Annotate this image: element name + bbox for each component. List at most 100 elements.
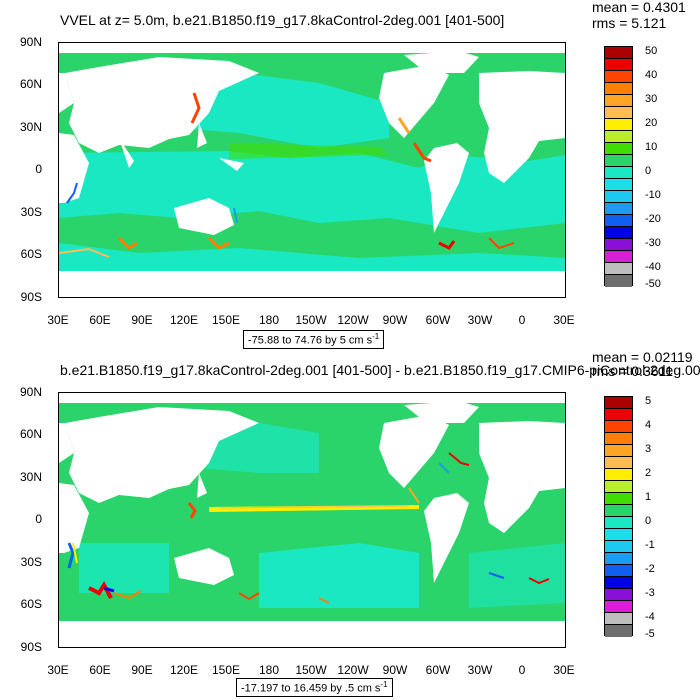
panel-title: VVEL at z= 5.0m, b.e21.B1850.f19_g17.8ka… — [60, 12, 505, 28]
lon-label: 90W — [382, 663, 408, 677]
lat-label: 90S — [20, 290, 42, 304]
range-unit-exponent: -1 — [380, 680, 388, 689]
lon-label: 90E — [131, 663, 153, 677]
range-text: -75.88 to 74.76 by 5 cm s — [248, 334, 373, 347]
mean-stat: mean = 0.4301 — [592, 0, 686, 15]
colorbar — [604, 396, 633, 637]
lat-label: 60N — [19, 427, 42, 441]
lon-label: 150W — [295, 663, 327, 677]
lon-label: 120W — [337, 313, 369, 327]
lon-label: 60W — [425, 313, 451, 327]
lon-label: 30E — [47, 663, 69, 677]
colorbar-label: 40 — [645, 69, 658, 81]
colorbar-swatch — [605, 445, 632, 457]
bottom-panel: b.e21.B1850.f19_g17.8kaControl-2deg.001 … — [0, 349, 700, 700]
difference-map — [58, 392, 566, 648]
lat-label: 60S — [20, 597, 42, 611]
colorbar-swatch — [605, 577, 632, 589]
lon-label: 150W — [295, 313, 327, 327]
colorbar-swatch — [605, 167, 632, 179]
colorbar-swatch — [605, 275, 632, 287]
lon-label: 30W — [467, 663, 493, 677]
range-label: -17.197 to 16.459 by .5 cm s-1 — [236, 678, 393, 697]
colorbar-swatch — [605, 565, 632, 577]
lon-label: 90W — [382, 313, 408, 327]
colorbar-swatch — [605, 251, 632, 263]
colorbar-swatch — [605, 203, 632, 215]
lon-label: 30E — [47, 313, 69, 327]
lon-label: 180 — [258, 313, 280, 327]
colorbar-swatch — [605, 517, 632, 529]
lon-label: 120E — [169, 663, 199, 677]
lat-label: 60N — [19, 77, 42, 91]
colorbar-label: 30 — [645, 93, 658, 105]
velocity-map — [58, 42, 566, 298]
colorbar-label: -3 — [645, 587, 655, 599]
lat-label: 30S — [20, 555, 42, 569]
colorbar-label: 10 — [645, 141, 658, 153]
colorbar-swatch — [605, 613, 632, 625]
lon-label: 150E — [211, 663, 241, 677]
lon-label: 60E — [89, 663, 111, 677]
colorbar-swatch — [605, 433, 632, 445]
colorbar-swatch — [605, 143, 632, 155]
colorbar-label: -4 — [645, 611, 655, 623]
lon-label: 60E — [89, 313, 111, 327]
colorbar-swatch — [605, 215, 632, 227]
colorbar-swatch — [605, 107, 632, 119]
colorbar-swatch — [605, 589, 632, 601]
colorbar-label: -5 — [645, 628, 655, 640]
colorbar-label: -10 — [645, 189, 661, 201]
colorbar-label: 1 — [645, 491, 652, 503]
range-label: -75.88 to 74.76 by 5 cm s-1 — [243, 330, 385, 349]
colorbar-label: -1 — [645, 539, 655, 551]
lon-label: 0 — [518, 313, 526, 327]
colorbar-swatch — [605, 457, 632, 469]
map-canvas — [59, 43, 565, 297]
colorbar-label: 0 — [645, 515, 652, 527]
colorbar-swatch — [605, 541, 632, 553]
colorbar-label: -50 — [645, 278, 661, 290]
lon-label: 120W — [337, 663, 369, 677]
lon-label: 120E — [169, 313, 199, 327]
lat-label: 90N — [19, 35, 42, 49]
colorbar-swatch — [605, 131, 632, 143]
colorbar-swatch — [605, 409, 632, 421]
colorbar-swatch — [605, 397, 632, 409]
colorbar-label: 20 — [645, 117, 658, 129]
colorbar-swatch — [605, 481, 632, 493]
colorbar-swatch — [605, 47, 632, 59]
colorbar-label: -40 — [645, 261, 661, 273]
colorbar-swatch — [605, 119, 632, 131]
lon-label: 30E — [553, 313, 575, 327]
colorbar-swatch — [605, 601, 632, 613]
lon-label: 60W — [425, 663, 451, 677]
lat-label: 0 — [35, 162, 42, 176]
colorbar-label: -20 — [645, 213, 661, 225]
colorbar-swatch — [605, 191, 632, 203]
colorbar-swatch — [605, 95, 632, 107]
colorbar-swatch — [605, 155, 632, 167]
top-panel: VVEL at z= 5.0m, b.e21.B1850.f19_g17.8ka… — [19, 0, 686, 349]
lat-label: 90S — [20, 640, 42, 654]
lon-label: 30W — [467, 313, 493, 327]
panel-title: b.e21.B1850.f19_g17.8kaControl-2deg.001 … — [60, 362, 700, 378]
colorbar-swatch — [605, 59, 632, 71]
range-unit-exponent: -1 — [372, 332, 380, 341]
lat-label: 30N — [19, 120, 42, 134]
colorbar-swatch — [605, 469, 632, 481]
colorbar-swatch — [605, 505, 632, 517]
colorbar — [604, 46, 633, 287]
lat-label: 30N — [19, 470, 42, 484]
colorbar-label: 0 — [645, 165, 652, 177]
colorbar-swatch — [605, 179, 632, 191]
mean-stat: mean = 0.02119 — [592, 349, 693, 365]
rms-stat: rms = 5.121 — [592, 15, 667, 31]
colorbar-swatch — [605, 421, 632, 433]
colorbar-label: -30 — [645, 237, 661, 249]
lon-label: 90E — [131, 313, 153, 327]
colorbar-swatch — [605, 625, 632, 637]
colorbar-label: 50 — [645, 45, 658, 57]
lon-label: 180 — [258, 663, 280, 677]
colorbar-swatch — [605, 83, 632, 95]
